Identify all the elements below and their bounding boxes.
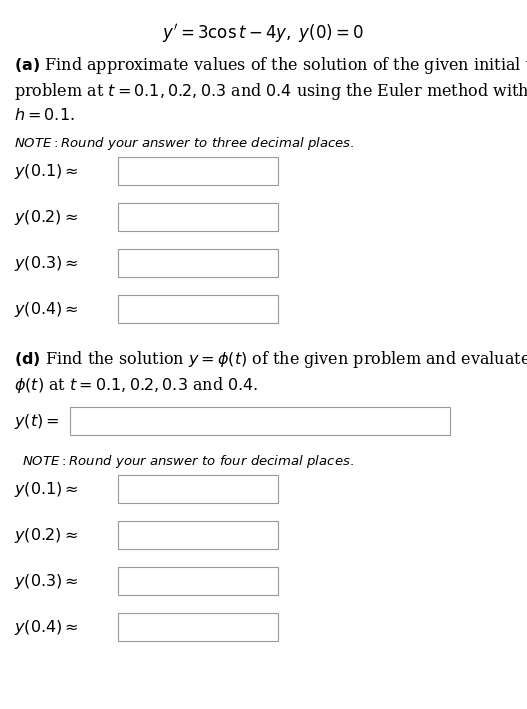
Text: $y(0.1) \approx$: $y(0.1) \approx$ bbox=[14, 162, 79, 181]
Bar bbox=[118, 521, 278, 549]
Bar bbox=[118, 203, 278, 231]
Bar bbox=[70, 407, 450, 435]
Text: $\it{NOTE: Round\ your\ answer\ to\ four\ decimal\ places.}$: $\it{NOTE: Round\ your\ answer\ to\ four… bbox=[22, 453, 354, 470]
Bar bbox=[118, 295, 278, 323]
Text: $\mathbf{(d)}$ Find the solution $y = \phi(t)$ of the given problem and evaluate: $\mathbf{(d)}$ Find the solution $y = \p… bbox=[14, 349, 527, 370]
Bar bbox=[118, 475, 278, 503]
Bar bbox=[118, 249, 278, 277]
Text: $y(0.2) \approx$: $y(0.2) \approx$ bbox=[14, 208, 78, 227]
Text: $y(t) =$: $y(t) =$ bbox=[14, 412, 60, 431]
Text: $y(0.1) \approx$: $y(0.1) \approx$ bbox=[14, 480, 79, 499]
Bar bbox=[118, 157, 278, 185]
Text: $\it{NOTE: Round\ your\ answer\ to\ three\ decimal\ places.}$: $\it{NOTE: Round\ your\ answer\ to\ thre… bbox=[14, 135, 355, 152]
Text: problem at $t = 0.1, 0.2, 0.3$ and $0.4$ using the Euler method with: problem at $t = 0.1, 0.2, 0.3$ and $0.4$… bbox=[14, 81, 527, 102]
Text: $\phi(t)$ at $t = 0.1, 0.2, 0.3$ and $0.4$.: $\phi(t)$ at $t = 0.1, 0.2, 0.3$ and $0.… bbox=[14, 375, 259, 395]
Bar bbox=[118, 567, 278, 595]
Text: $y(0.3) \approx$: $y(0.3) \approx$ bbox=[14, 572, 79, 591]
Text: $y(0.2) \approx$: $y(0.2) \approx$ bbox=[14, 526, 78, 545]
Text: $\mathbf{(a)}$ Find approximate values of the solution of the given initial valu: $\mathbf{(a)}$ Find approximate values o… bbox=[14, 55, 527, 76]
Text: $y^{\prime} = 3\cos t - 4y, \; y(0) = 0$: $y^{\prime} = 3\cos t - 4y, \; y(0) = 0$ bbox=[162, 22, 365, 45]
Text: $y(0.4) \approx$: $y(0.4) \approx$ bbox=[14, 300, 79, 319]
Text: $y(0.4) \approx$: $y(0.4) \approx$ bbox=[14, 618, 79, 637]
Text: $y(0.3) \approx$: $y(0.3) \approx$ bbox=[14, 254, 79, 273]
Text: $h = 0.1$.: $h = 0.1$. bbox=[14, 107, 75, 124]
Bar bbox=[118, 613, 278, 641]
